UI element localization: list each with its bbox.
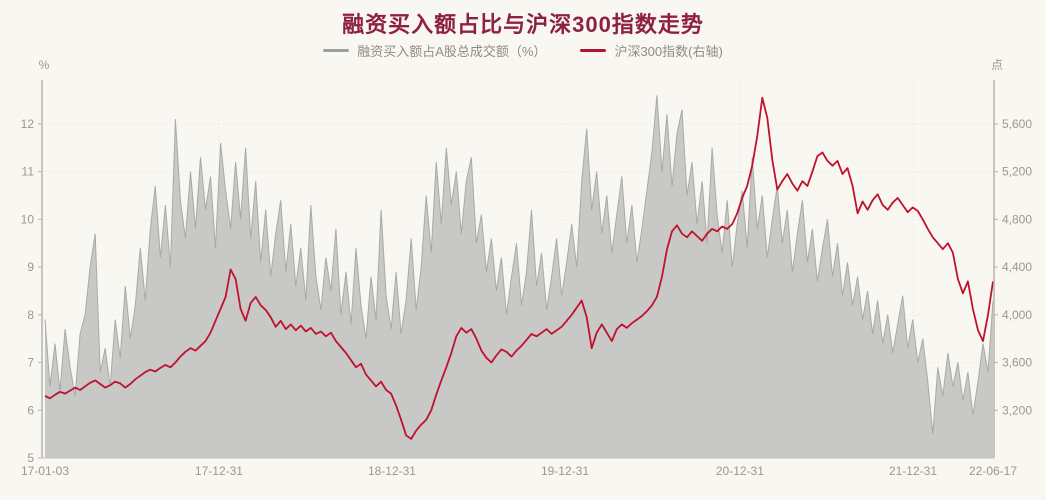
right-axis-tick-label: 4,800 <box>1002 212 1032 226</box>
left-axis-unit-label: % <box>39 58 50 72</box>
left-axis-tick-label: 8 <box>27 308 34 322</box>
right-axis-tick-label: 3,200 <box>1002 403 1032 417</box>
right-axis-tick-label: 4,000 <box>1002 308 1032 322</box>
right-axis-tick-label: 5,600 <box>1002 117 1032 131</box>
x-axis-tick-label: 17-12-31 <box>195 464 243 478</box>
left-axis-tick-label: 6 <box>27 403 34 417</box>
x-axis-tick-label: 18-12-31 <box>368 464 416 478</box>
right-axis-tick-label: 4,400 <box>1002 260 1032 274</box>
x-axis-tick-label: 21-12-31 <box>889 464 937 478</box>
right-axis-tick-label: 3,600 <box>1002 356 1032 370</box>
x-axis-tick-label: 19-12-31 <box>541 464 589 478</box>
right-axis-unit-label: 点 <box>991 58 1003 72</box>
right-axis-tick-label: 5,200 <box>1002 165 1032 179</box>
x-axis-tick-label: 17-01-03 <box>21 464 69 478</box>
left-axis-tick-label: 7 <box>27 356 34 370</box>
left-axis-tick-label: 5 <box>27 451 34 465</box>
chart-plot-area: 5 6 7 8 9 10 11 12 3,200 3,600 4,000 4,400 4,800 5,20… <box>0 0 1046 500</box>
left-axis-tick-label: 11 <box>22 165 35 179</box>
left-axis-tick-label: 9 <box>27 260 34 274</box>
x-axis-tick-label: 20-12-31 <box>716 464 764 478</box>
left-axis-tick-label: 12 <box>21 117 35 131</box>
x-axis-tick-label: 22-06-17 <box>969 464 1017 478</box>
left-axis-tick-label: 10 <box>21 212 35 226</box>
